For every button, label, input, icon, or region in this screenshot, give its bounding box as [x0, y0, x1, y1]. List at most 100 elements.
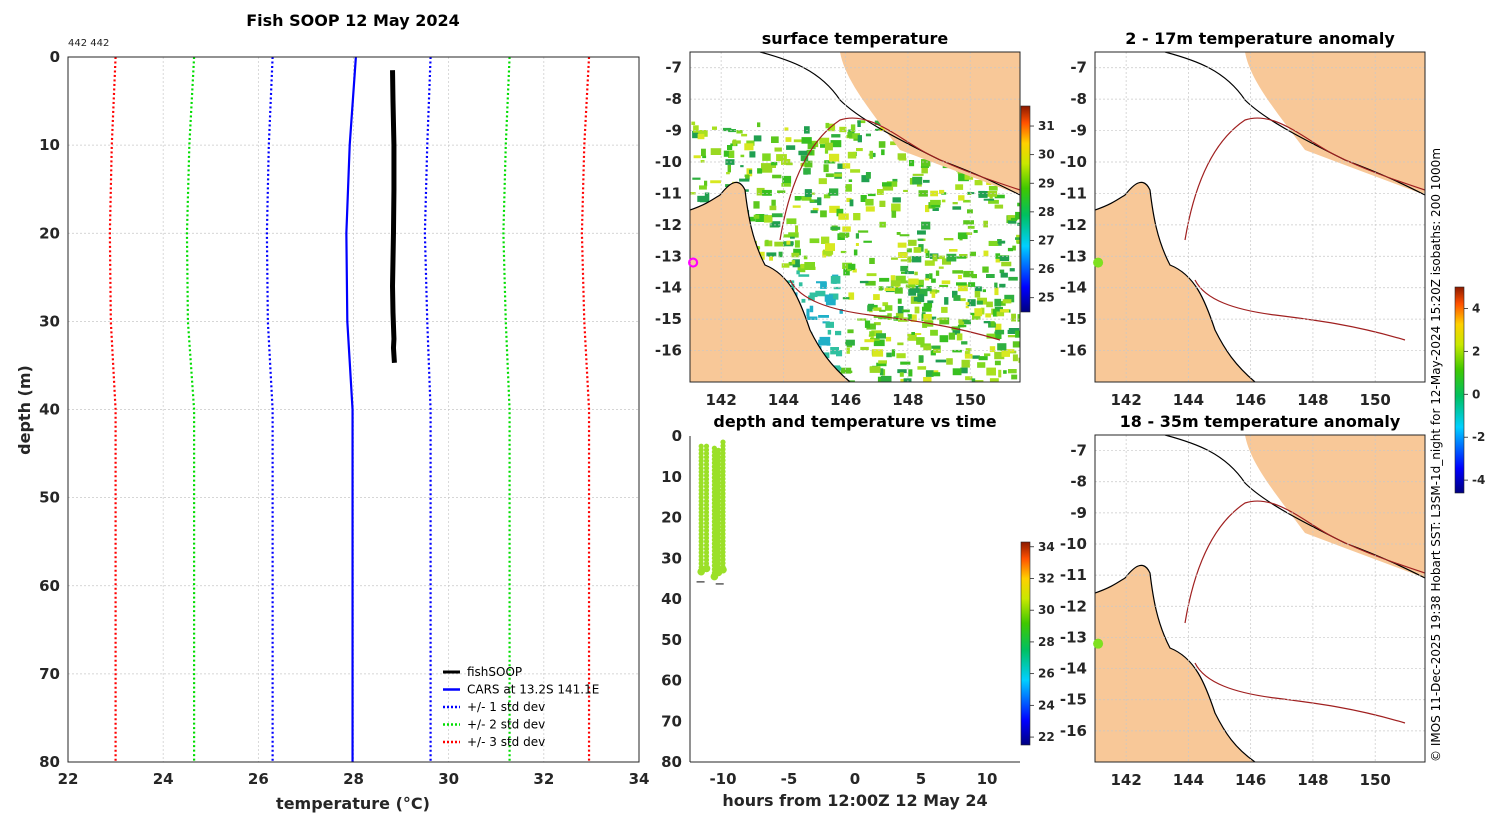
y-tick-label: 70: [39, 665, 60, 683]
sst-pixel: [891, 210, 897, 218]
data-point: [698, 557, 704, 563]
data-point: [698, 505, 704, 512]
sst-pixel: [967, 299, 976, 307]
sst-pixel: [790, 236, 795, 239]
sst-pixel: [921, 159, 931, 167]
sst-pixel: [952, 206, 962, 210]
sst-pixel: [867, 305, 873, 312]
sst-pixel: [913, 297, 919, 302]
sst-pixel: [933, 345, 941, 353]
data-point: [703, 461, 710, 468]
sst-pixel: [1001, 349, 1010, 357]
surface-title: surface temperature: [762, 29, 949, 48]
sst-pixel: [864, 320, 871, 328]
sst-pixel: [890, 275, 896, 281]
y-tick-label: -10: [655, 153, 682, 171]
sst-pixel: [746, 216, 756, 222]
sst-pixel: [937, 255, 945, 260]
profile-title: Fish SOOP 12 May 2024: [246, 11, 460, 30]
data-point: [698, 502, 704, 508]
x-tick-label: 148: [1297, 391, 1328, 409]
x-tick-label: 26: [248, 770, 269, 788]
sst-pixel: [935, 290, 940, 293]
y-tick-label: -7: [1070, 59, 1087, 77]
profile-frame: [67, 56, 640, 763]
sst-pixel: [925, 370, 934, 377]
sst-pixel: [986, 367, 996, 376]
sst-pixel: [974, 380, 984, 382]
sst-pixel: [964, 353, 973, 359]
sst-pixel: [910, 314, 917, 322]
sst-pixel: [994, 331, 1002, 339]
data-point: [703, 535, 710, 541]
sst-pixel: [994, 323, 1002, 331]
sst-pixel: [994, 306, 1003, 315]
data-point: [711, 500, 718, 506]
x-tick-label: 142: [1110, 771, 1141, 789]
sst-pixel: [753, 214, 760, 219]
sst-pixel: [913, 333, 922, 335]
sst-pixel: [865, 172, 871, 179]
x-tick-label: 144: [1173, 391, 1204, 409]
y-tick-label: 10: [661, 468, 682, 486]
sst-pixel: [746, 140, 755, 146]
sst-pixel: [809, 192, 816, 195]
sst-pixel: [809, 305, 814, 313]
sst-pixel: [965, 305, 969, 309]
data-point: [720, 556, 726, 563]
data-point: [715, 502, 722, 508]
sst-pixel: [933, 370, 939, 374]
data-point: [720, 465, 726, 471]
sst-pixel: [698, 130, 708, 137]
sst-pixel: [956, 282, 967, 286]
data-point: [698, 461, 704, 468]
sst-pixel: [699, 185, 707, 190]
sst-pixel: [771, 221, 781, 227]
data-point: [720, 545, 726, 552]
sst-pixel: [958, 319, 967, 323]
y-tick-label: 60: [39, 577, 60, 595]
data-point: [703, 491, 710, 497]
sst-pixel: [835, 330, 842, 336]
data-point: [711, 515, 718, 521]
sst-pixel: [869, 366, 881, 373]
sst-pixel: [986, 301, 993, 308]
sst-pixel: [903, 189, 908, 192]
y-tick-label: -10: [1060, 153, 1087, 171]
sst-pixel: [1018, 357, 1020, 363]
sst-pixel: [1001, 240, 1006, 244]
sst-pixel: [869, 150, 873, 159]
colorbar-tick-label: 0: [1472, 387, 1480, 401]
colorbar-tick-label: 27: [1038, 233, 1055, 247]
sst-pixel: [791, 252, 800, 258]
sst-pixel: [908, 239, 917, 246]
data-point: [703, 476, 710, 482]
sst-pixel: [771, 199, 776, 206]
sst-pixel: [994, 360, 1001, 366]
sst-pixel: [884, 305, 893, 311]
data-point: [703, 542, 710, 548]
sst-pixel: [891, 257, 898, 260]
sst-pixel: [827, 329, 832, 335]
sst-pixel: [856, 148, 863, 152]
data-point: [703, 480, 710, 486]
data-point: [703, 560, 710, 567]
colorbar-tick-label: 26: [1038, 667, 1055, 681]
y-tick-label: -7: [1070, 442, 1087, 460]
data-point: [698, 494, 704, 501]
y-tick-label: -13: [655, 247, 682, 265]
sst-pixel: [977, 362, 986, 368]
sst-pixel: [852, 268, 857, 273]
sst-pixel: [952, 349, 962, 353]
sst-pixel: [896, 232, 901, 235]
sst-pixel: [744, 143, 754, 151]
sst-pixel: [755, 214, 765, 222]
series-line-4: [108, 56, 117, 762]
sst-pixel: [704, 192, 710, 201]
data-point: [698, 480, 704, 486]
sst-pixel: [831, 134, 841, 138]
y-tick-label: -13: [1060, 247, 1087, 265]
data-point: [715, 539, 722, 545]
sst-pixel: [848, 179, 853, 182]
sst-pixel: [702, 155, 707, 159]
